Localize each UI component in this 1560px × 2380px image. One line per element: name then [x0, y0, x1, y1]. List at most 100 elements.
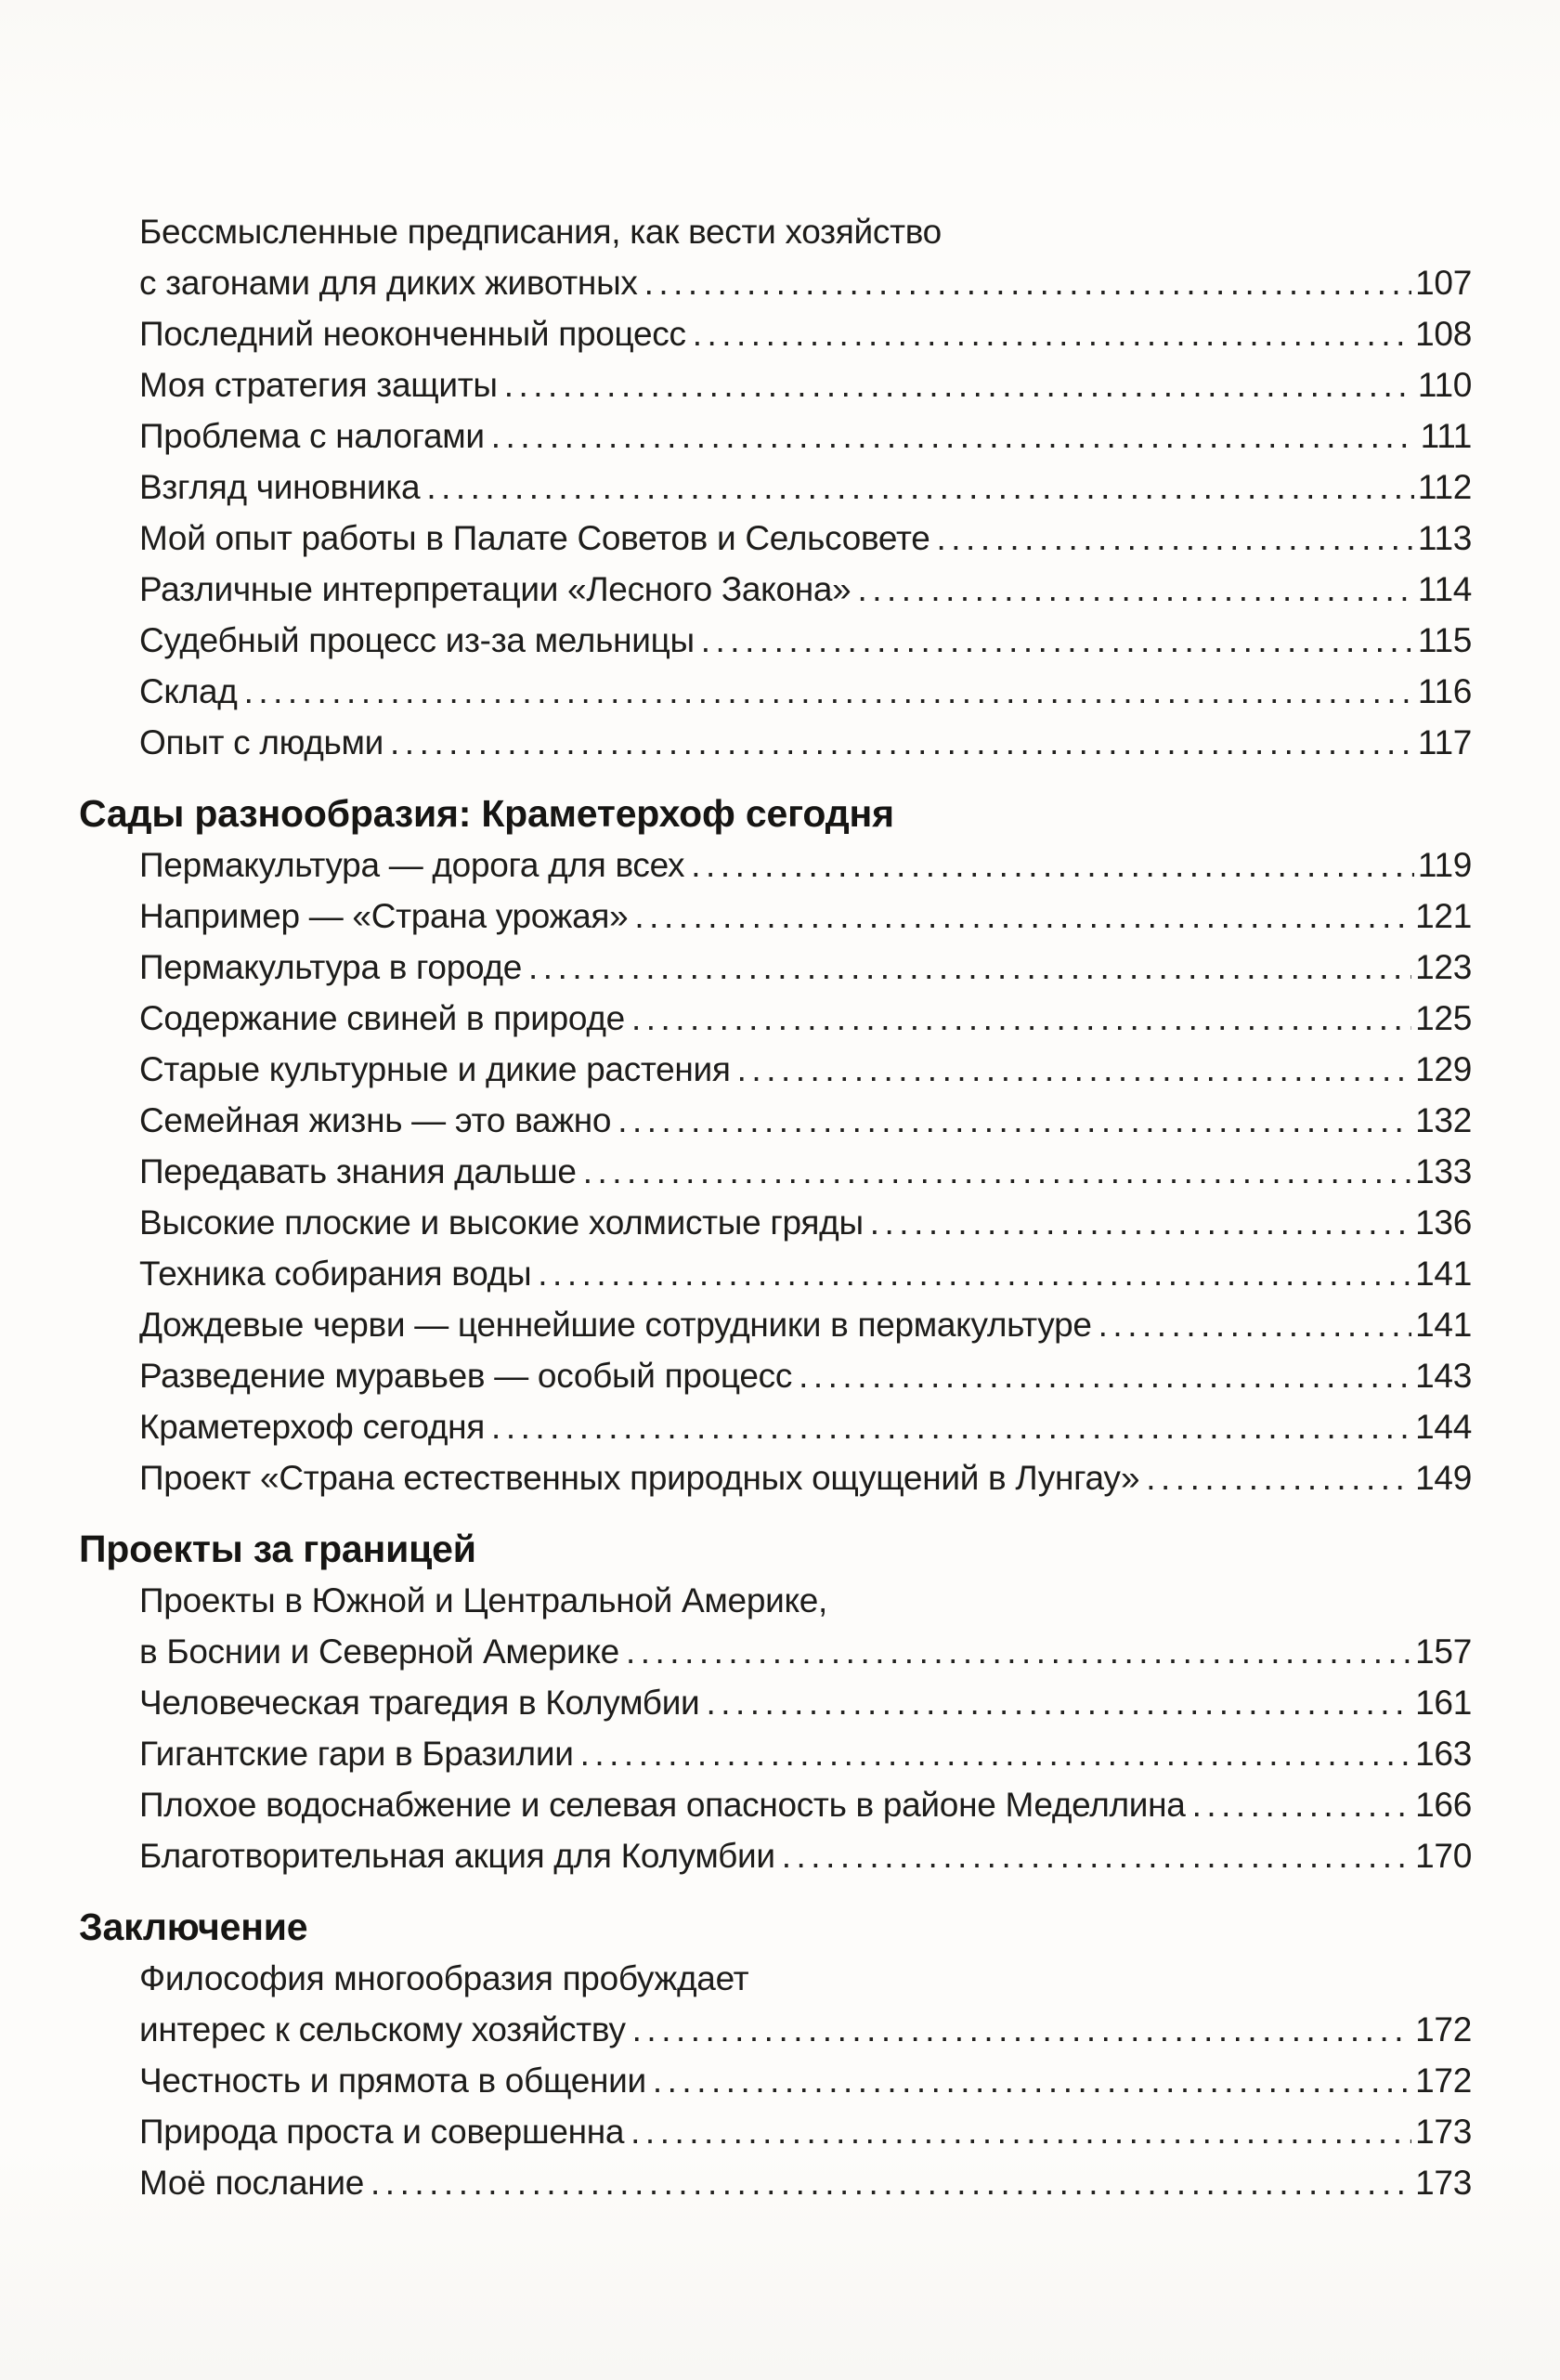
dot-leader: ........................................… — [491, 1408, 1411, 1446]
toc-entry-title: интерес к сельскому хозяйству — [139, 2010, 626, 2048]
dot-leader: ........................................… — [630, 2113, 1411, 2151]
dot-leader: ........................................… — [538, 1255, 1412, 1293]
toc-entry-title: Например — «Страна урожая» — [139, 897, 629, 935]
page-number: 157 — [1415, 1632, 1472, 1671]
dot-leader: ........................................… — [631, 2010, 1412, 2048]
section-header-label: Сады разнообразия: Краметерхоф сегодня — [79, 792, 894, 835]
dot-leader: ........................................… — [503, 366, 1414, 404]
toc-entry-continuation: Проекты в Южной и Центральной Америке, — [0, 1575, 1560, 1626]
page-number: 117 — [1417, 723, 1472, 761]
toc-entry-title: Высокие плоские и высокие холмистые гряд… — [139, 1203, 864, 1242]
toc-entry: Склад...................................… — [0, 666, 1560, 717]
page-number: 141 — [1415, 1306, 1472, 1344]
page-number: 123 — [1415, 948, 1472, 986]
toc-entry: Природа проста и совершенна.............… — [0, 2106, 1560, 2157]
toc-entry: Моя стратегия защиты....................… — [0, 359, 1560, 410]
page-number: 114 — [1417, 570, 1472, 608]
toc-entry-title: Склад — [139, 672, 238, 710]
dot-leader: ........................................… — [426, 468, 1414, 506]
toc-entry-title: Дождевые черви — ценнейшие сотрудники в … — [139, 1306, 1092, 1344]
toc-entry-title: Проблема с налогами — [139, 417, 485, 455]
section-header-label: Заключение — [79, 1905, 308, 1948]
page-number: 119 — [1417, 846, 1472, 884]
toc-entry-title: Философия многообразия пробуждает — [139, 1959, 749, 1997]
page-number: 149 — [1415, 1459, 1472, 1497]
toc-entry: Проблема с налогами.....................… — [0, 410, 1560, 462]
dot-leader: ........................................… — [799, 1357, 1412, 1395]
dot-leader: ........................................… — [618, 1101, 1411, 1139]
toc-entry-title: в Боснии и Северной Америке — [139, 1632, 619, 1671]
page-number: 121 — [1415, 897, 1472, 935]
toc-entry-title: Проект «Страна естественных природных ощ… — [139, 1459, 1140, 1497]
toc-entry-title: Проекты в Южной и Центральной Америке, — [139, 1581, 828, 1619]
toc-entry-title: Опыт с людьми — [139, 723, 384, 761]
toc-entry: Высокие плоские и высокие холмистые гряд… — [0, 1197, 1560, 1248]
page-number: 144 — [1415, 1408, 1472, 1446]
dot-leader: ........................................… — [869, 1203, 1412, 1242]
toc-entry: Взгляд чиновника........................… — [0, 462, 1560, 513]
toc-entry-title: Пермакультура в городе — [139, 948, 523, 986]
toc-entry: Мой опыт работы в Палате Советов и Сельс… — [0, 513, 1560, 564]
page-number: 133 — [1415, 1152, 1472, 1190]
toc-entry-title: Гигантские гари в Бразилии — [139, 1735, 574, 1773]
dot-leader: ........................................… — [1191, 1786, 1412, 1824]
toc-entry: Проект «Страна естественных природных ощ… — [0, 1452, 1560, 1503]
toc-entry: Дождевые черви — ценнейшие сотрудники в … — [0, 1299, 1560, 1350]
page-number: 173 — [1415, 2164, 1472, 2202]
page-number: 125 — [1415, 999, 1472, 1037]
toc-entry-title: Старые культурные и дикие растения — [139, 1050, 731, 1088]
toc-entry: Плохое водоснабжение и селевая опасность… — [0, 1779, 1560, 1830]
dot-leader: ........................................… — [528, 948, 1411, 986]
toc-entry-title: Благотворительная акция для Колумбии — [139, 1837, 775, 1875]
page-number: 172 — [1415, 2061, 1472, 2100]
dot-leader: ........................................… — [370, 2164, 1411, 2202]
page-number: 170 — [1415, 1837, 1472, 1875]
toc-entry-title: Краметерхоф сегодня — [139, 1408, 486, 1446]
toc-entry-title: Различные интерпретации «Лесного Закона» — [139, 570, 852, 608]
toc-entry: Содержание свиней в природе.............… — [0, 993, 1560, 1044]
toc-entry-title: Семейная жизнь — это важно — [139, 1101, 612, 1139]
toc-entry-title: Судебный процесс из-за мельницы — [139, 621, 695, 659]
toc-entry-title: Мой опыт работы в Палате Советов и Сельс… — [139, 519, 930, 557]
toc-entry: Пермакультура — дорога для всех.........… — [0, 839, 1560, 891]
page-number: 173 — [1415, 2113, 1472, 2151]
toc-entry: Честность и прямота в общении...........… — [0, 2055, 1560, 2106]
dot-leader: ........................................… — [936, 519, 1413, 557]
page-number: 113 — [1417, 519, 1472, 557]
toc-entry-title: Моё послание — [139, 2164, 365, 2202]
dot-leader: ........................................… — [390, 723, 1414, 761]
toc-entry-title: Природа проста и совершенна — [139, 2113, 625, 2151]
toc-entry-title: Человеческая трагедия в Колумбии — [139, 1684, 700, 1722]
page-number: 161 — [1415, 1684, 1472, 1722]
toc-entry: Благотворительная акция для Колумбии....… — [0, 1830, 1560, 1881]
dot-leader: ........................................… — [652, 2061, 1411, 2100]
section-header: Сады разнообразия: Краметерхоф сегодня — [0, 788, 1560, 839]
dot-leader: ........................................… — [692, 315, 1412, 353]
dot-leader: ........................................… — [579, 1735, 1412, 1773]
dot-leader: ........................................… — [630, 999, 1411, 1037]
toc-entry-title: Содержание свиней в природе — [139, 999, 625, 1037]
dot-leader: ........................................… — [1098, 1306, 1412, 1344]
page-number: 116 — [1417, 672, 1472, 710]
toc-entry-title: Передавать знания дальше — [139, 1152, 577, 1190]
page-number: 111 — [1420, 417, 1473, 455]
toc-entry-title: Плохое водоснабжение и селевая опасность… — [139, 1786, 1186, 1824]
page-number: 141 — [1415, 1255, 1472, 1293]
toc-entry: Например — «Страна урожая»..............… — [0, 891, 1560, 942]
toc-entry-title: Моя стратегия защиты — [139, 366, 498, 404]
dot-leader: ........................................… — [625, 1632, 1411, 1671]
toc-entry: Опыт с людьми...........................… — [0, 717, 1560, 768]
toc-entry-title: Последний неоконченный процесс — [139, 315, 686, 353]
toc-entry: Человеческая трагедия в Колумбии........… — [0, 1677, 1560, 1728]
section-header: Заключение — [0, 1902, 1560, 1953]
toc-entry-title: Бессмысленные предписания, как вести хоз… — [139, 213, 942, 251]
page-number: 143 — [1415, 1357, 1472, 1395]
toc-list: Бессмысленные предписания, как вести хоз… — [0, 206, 1560, 2208]
toc-entry: Моё послание............................… — [0, 2157, 1560, 2208]
page-number: 110 — [1417, 366, 1472, 404]
page-number: 132 — [1415, 1101, 1472, 1139]
page-number: 136 — [1415, 1203, 1472, 1242]
page-number: 129 — [1415, 1050, 1472, 1088]
dot-leader: ........................................… — [634, 897, 1411, 935]
page-number: 108 — [1415, 315, 1472, 353]
